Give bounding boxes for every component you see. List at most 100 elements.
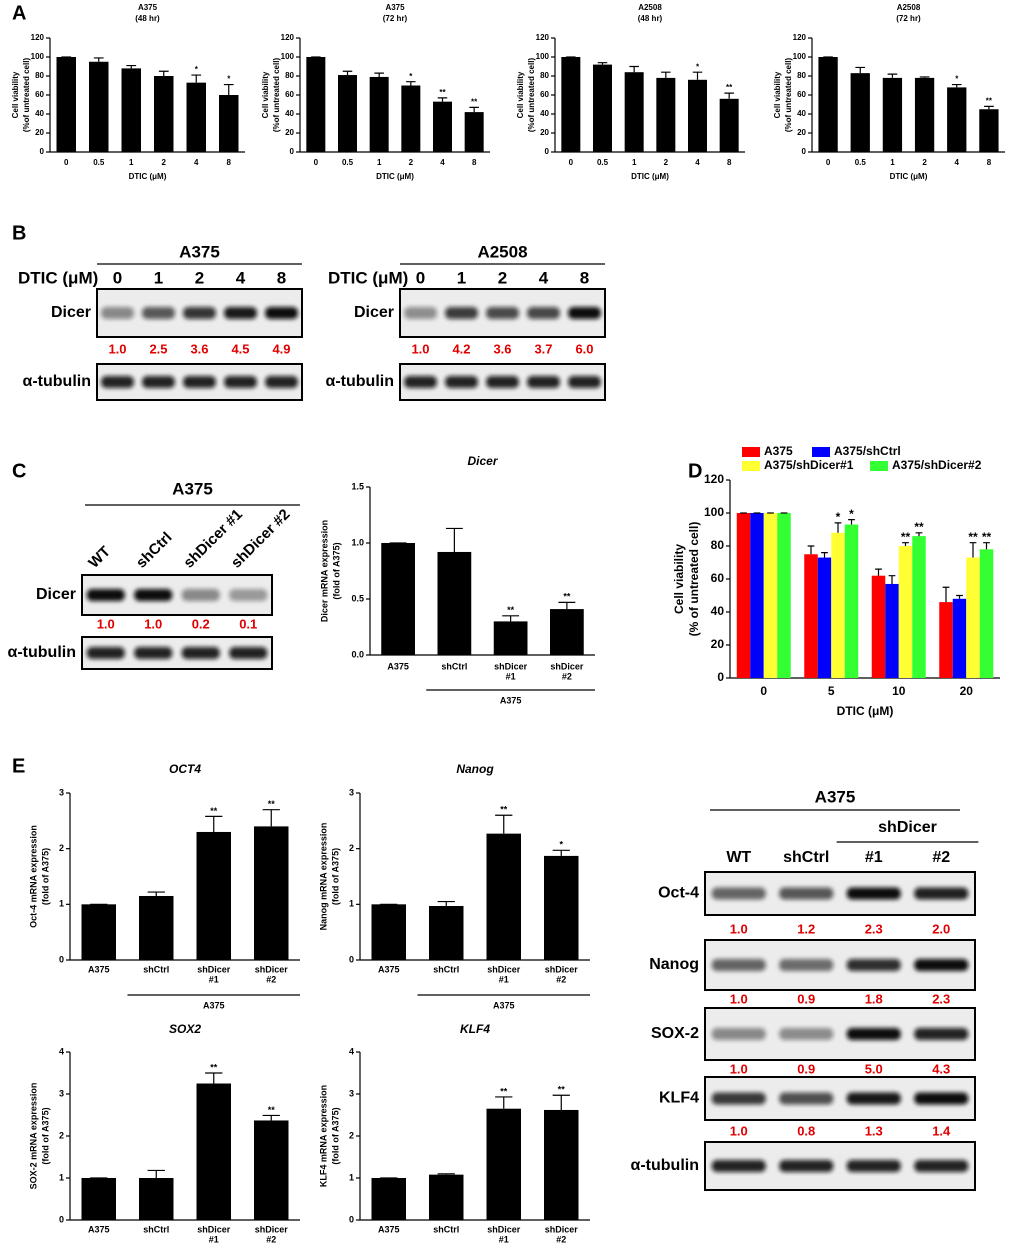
error-bar [552, 849, 570, 856]
error-bar [915, 532, 923, 537]
band [846, 959, 901, 971]
error-bar [983, 542, 990, 550]
y-tick-label: 0 [545, 147, 550, 156]
bar [817, 557, 832, 678]
y-tick-label: 60 [540, 90, 549, 99]
bar [966, 557, 980, 678]
band [779, 1160, 834, 1172]
band [914, 1028, 969, 1040]
band-quant: 1.0 [411, 341, 429, 356]
y-tick-label: 0 [40, 147, 45, 156]
error-bar [661, 71, 671, 78]
band [846, 887, 901, 900]
significance-label: ** [914, 520, 924, 534]
band-quant: 1.0 [730, 991, 748, 1006]
band [181, 647, 220, 659]
significance-label: ** [968, 530, 978, 544]
row-label: α-tubulin [8, 644, 76, 661]
blot-title: A375 [172, 479, 213, 498]
bar [437, 551, 472, 655]
error-bar [495, 1096, 513, 1109]
band-quant: 5.0 [865, 1061, 883, 1076]
x-tick-label: shCtrl [441, 661, 467, 671]
y-tick-label: 120 [281, 33, 295, 42]
band [527, 307, 560, 319]
error-bar [445, 527, 463, 552]
band-quant: 0.1 [239, 616, 257, 631]
band-quant: 0.9 [797, 991, 815, 1006]
y-tick-label: 0 [290, 147, 295, 156]
x-tick-label: #1 [209, 1234, 219, 1244]
bar [56, 57, 76, 152]
chart-title: Dicer [467, 454, 498, 468]
y-tick-label: 80 [35, 71, 44, 80]
band-quant: 1.4 [932, 1123, 951, 1138]
legend-label: A375 [764, 444, 793, 458]
significance-label: * [836, 510, 841, 524]
bar [139, 895, 174, 960]
chart-title: A375 [138, 3, 158, 12]
row-label: Dicer [354, 304, 394, 321]
x-tick-label: shDicer [197, 1224, 231, 1234]
lane-label: shCtrl [133, 529, 176, 572]
x-tick-label: 0 [760, 684, 767, 698]
x-tick-label: #1 [499, 974, 509, 984]
x-tick-label: #2 [556, 1234, 566, 1244]
band [134, 589, 173, 601]
bar [912, 536, 926, 678]
bar [338, 75, 357, 152]
band-quant: 1.0 [730, 921, 748, 936]
band [779, 959, 834, 971]
band-quant: 4.5 [231, 341, 249, 356]
y-axis-label: Cell viability [516, 71, 525, 118]
bar [979, 109, 999, 152]
y-tick-label: 0 [349, 1214, 354, 1224]
y-tick-label: 120 [704, 472, 724, 486]
significance-label: * [696, 62, 700, 71]
band-quant: 4.2 [452, 341, 470, 356]
bar [914, 77, 935, 152]
bar [186, 82, 206, 152]
blot-title: A2508 [477, 242, 527, 261]
chart-title: (48 hr) [638, 14, 663, 23]
bar [763, 513, 778, 678]
error-bar [692, 71, 703, 80]
significance-label: ** [210, 1062, 218, 1072]
x-tick-label: shDicer [545, 1224, 579, 1234]
x-tick-label: 1 [129, 158, 134, 167]
x-axis-label: DTIC (μM) [376, 172, 414, 181]
significance-label: ** [986, 97, 993, 106]
band [486, 376, 519, 388]
y-tick-label: 40 [35, 109, 44, 118]
group-label: shDicer [878, 819, 937, 836]
error-bar [223, 83, 234, 95]
bar [254, 826, 289, 960]
x-tick-label: shDicer [550, 661, 584, 671]
band-quant: 3.7 [534, 341, 552, 356]
chart-title: OCT4 [169, 762, 201, 776]
x-tick-label: #2 [266, 974, 276, 984]
x-tick-label: 4 [440, 158, 445, 167]
band [846, 1028, 901, 1040]
group-label: A375 [203, 1000, 225, 1010]
x-tick-label: A375 [378, 1224, 400, 1234]
chart-title: (48 hr) [135, 14, 160, 23]
lane-label: 4 [539, 268, 549, 287]
band [229, 647, 268, 659]
band-quant: 0.8 [797, 1123, 815, 1138]
error-bar [875, 568, 882, 576]
bar [898, 546, 913, 678]
bar [433, 101, 452, 152]
row-label: α-tubulin [631, 1157, 699, 1174]
band-quant: 0.9 [797, 1061, 815, 1076]
error-bar [888, 575, 896, 584]
lane-label: WT [85, 543, 114, 572]
row-label: α-tubulin [326, 373, 394, 390]
x-tick-label: #1 [209, 974, 219, 984]
x-tick-label: A375 [387, 661, 409, 671]
y-tick-label: 80 [285, 71, 294, 80]
y-tick-label: 0 [802, 147, 807, 156]
band [779, 1092, 834, 1105]
band [134, 647, 173, 659]
